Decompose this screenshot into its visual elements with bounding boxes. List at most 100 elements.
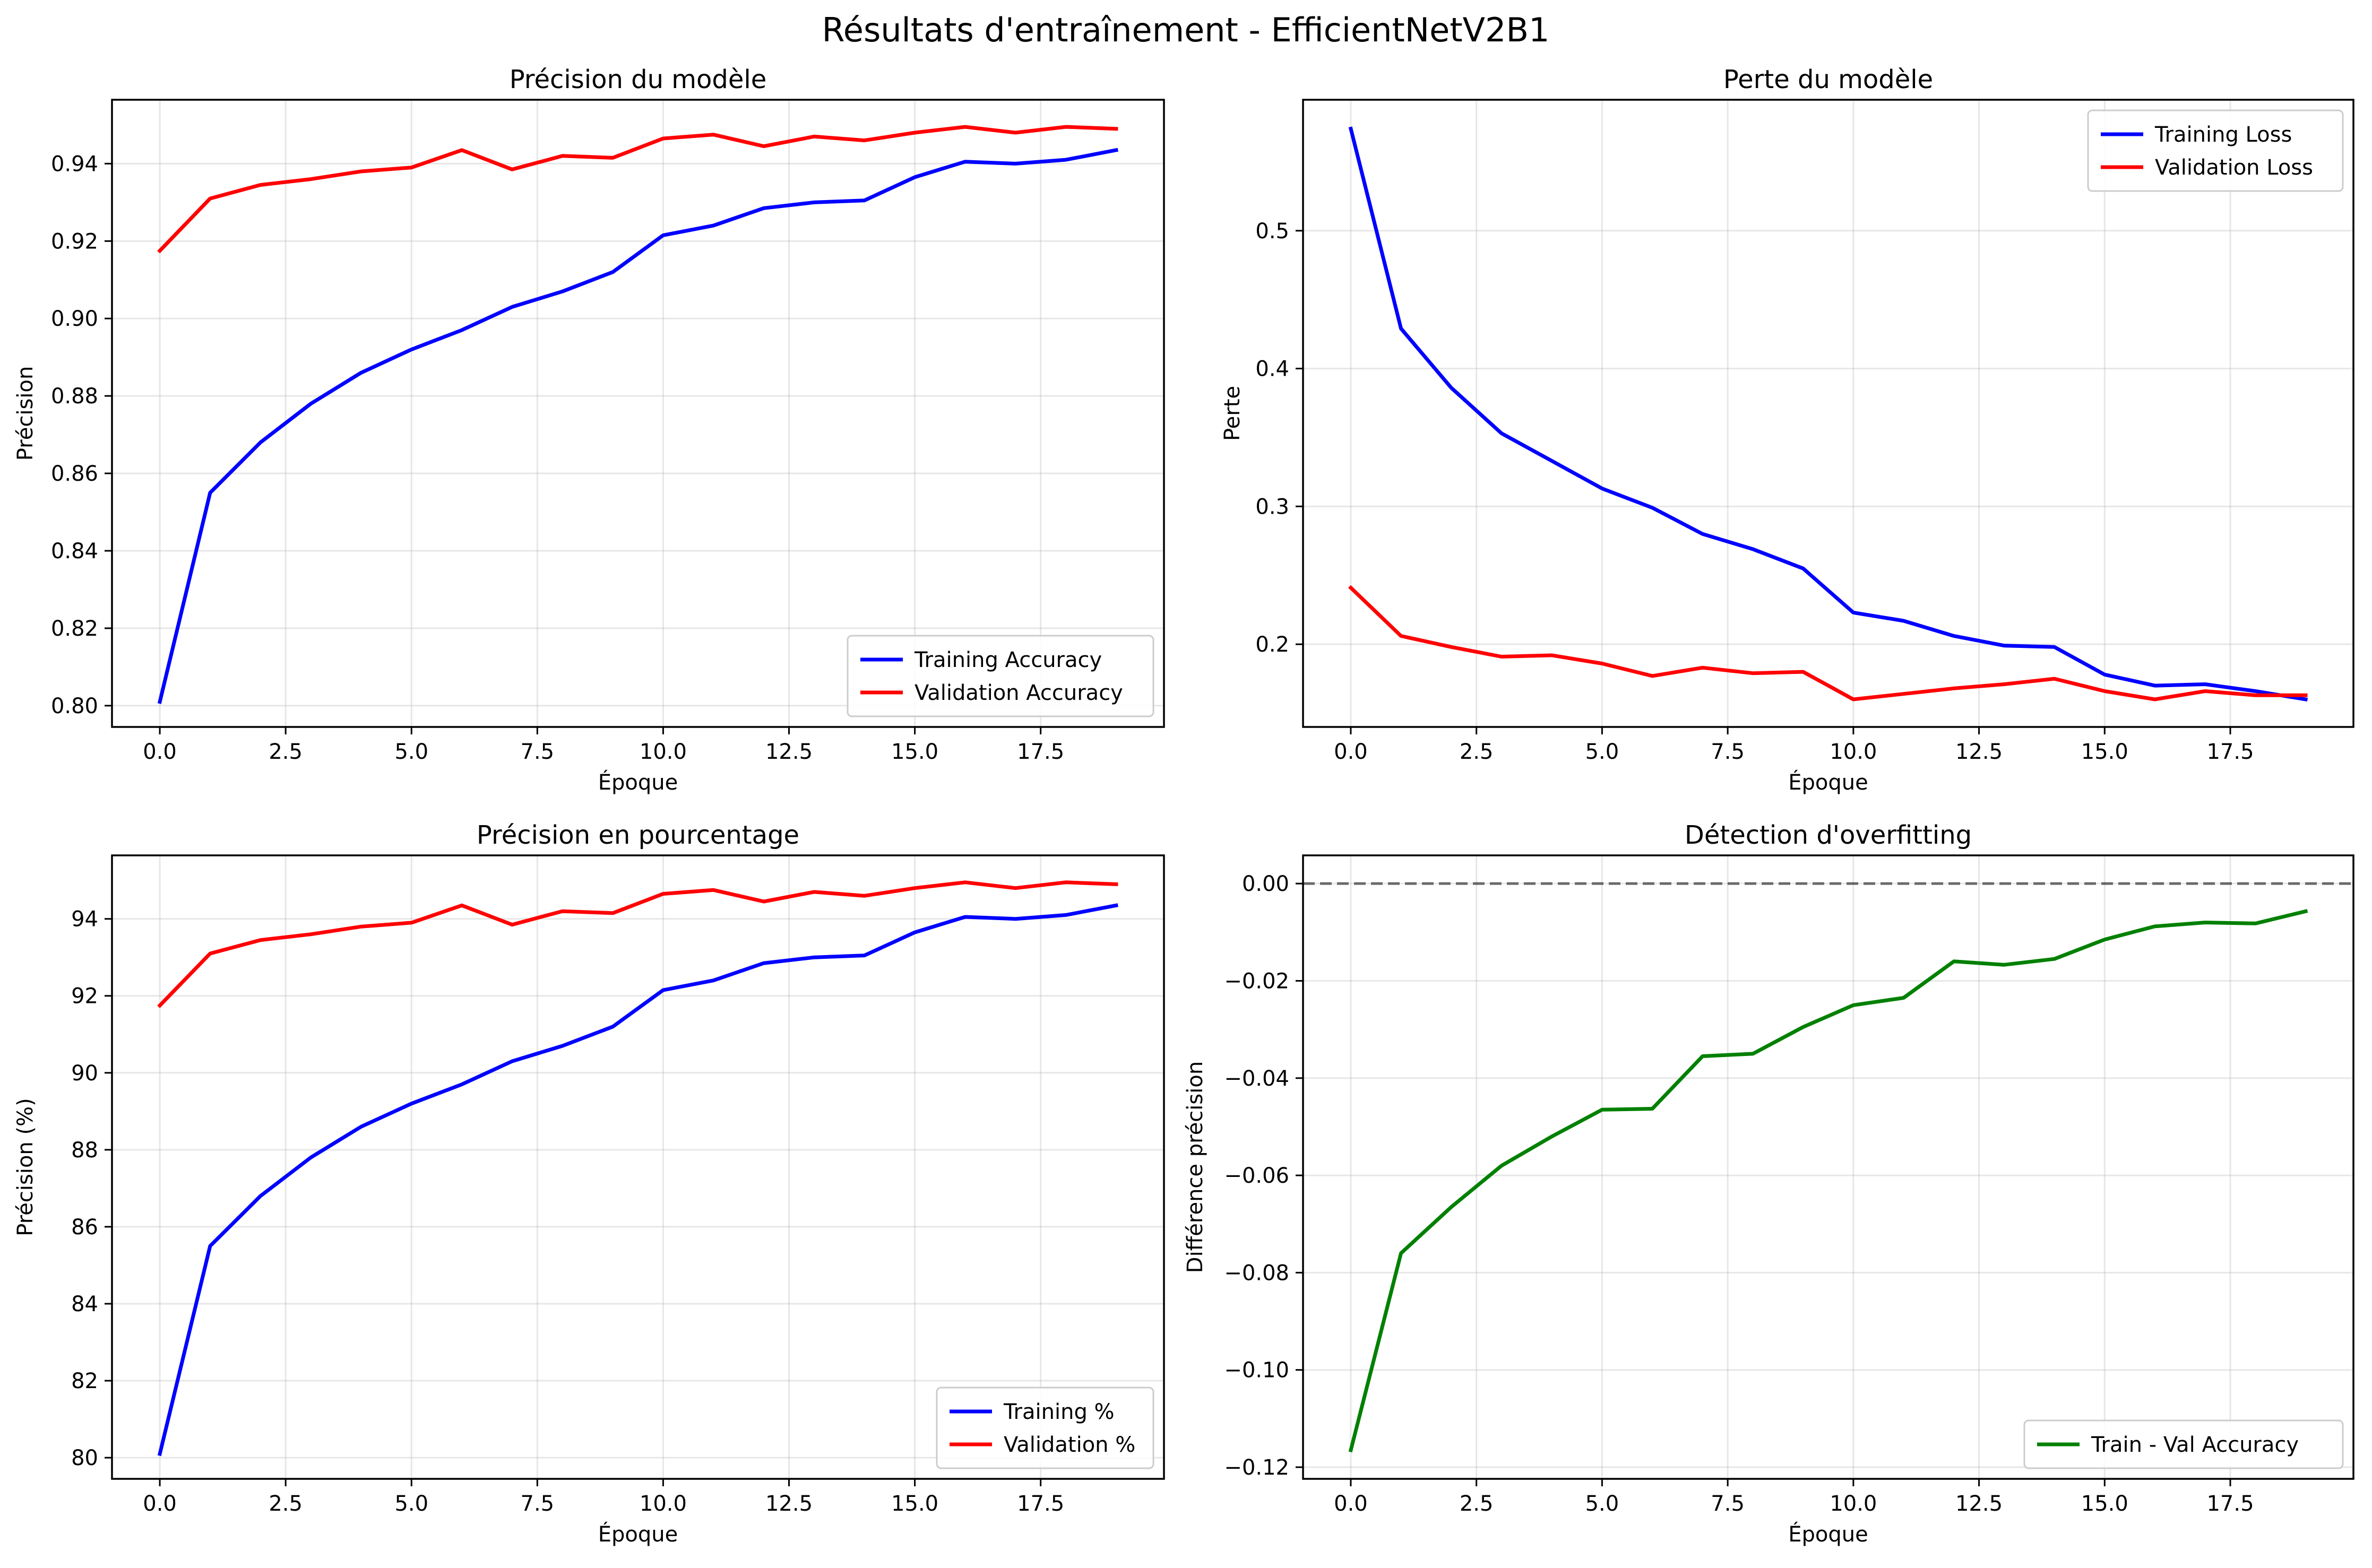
y-tick-label: 0.2: [1255, 633, 1289, 657]
legend: Train - Val Accuracy: [2023, 1419, 2344, 1469]
x-tick-label: 7.5: [1711, 1492, 1745, 1516]
y-tick-label: −0.06: [1224, 1164, 1289, 1188]
x-tick-label: 5.0: [394, 740, 428, 764]
y-tick-label: 0.92: [51, 229, 98, 254]
x-tick-label: 15.0: [2081, 1492, 2128, 1516]
legend: Training % Validation %: [936, 1387, 1154, 1469]
y-tick-label: 0.84: [51, 539, 98, 564]
plot-area: [1303, 855, 2353, 1479]
legend-label-1: Training Accuracy: [914, 648, 1102, 672]
x-tick-label: 2.5: [1460, 740, 1494, 764]
series-line-2: [157, 125, 1118, 254]
y-tick-label: 0.80: [51, 694, 98, 718]
x-axis-label: Époque: [598, 769, 678, 795]
x-tick-label: 0.0: [143, 1492, 177, 1516]
x-tick-label: 10.0: [1830, 740, 1877, 764]
y-tick-label: 82: [71, 1369, 98, 1393]
y-tick-label: 80: [71, 1446, 98, 1470]
y-tick-label: 0.90: [51, 307, 98, 331]
y-axis-label: Précision: [13, 366, 38, 461]
x-tick-label: 10.0: [1830, 1492, 1877, 1516]
x-tick-label: 2.5: [269, 740, 303, 764]
x-axis-label: Époque: [1788, 1521, 1868, 1547]
axes-frame: [1302, 99, 2354, 728]
x-tick-label: 5.0: [1585, 740, 1619, 764]
y-axis-label: Précision (%): [13, 1098, 38, 1236]
y-tick-label: 94: [71, 907, 98, 932]
subplot-title: Précision en pourcentage: [477, 820, 799, 850]
x-tick-label: 12.5: [765, 1492, 813, 1516]
x-tick-label: 10.0: [640, 740, 687, 764]
series-line-1: [157, 903, 1118, 1457]
axes-frame: [1302, 854, 2354, 1480]
y-tick-label: 0.00: [1242, 872, 1289, 896]
axes-frame: [111, 99, 1165, 728]
y-tick-label: 92: [71, 984, 98, 1009]
x-tick-label: 15.0: [2081, 740, 2128, 764]
y-axis-label: Perte: [1220, 386, 1245, 441]
legend-label-1: Train - Val Accuracy: [2091, 1433, 2299, 1457]
axes-frame: [111, 854, 1165, 1480]
y-tick-label: 0.94: [51, 152, 98, 176]
plot-area: [112, 855, 1164, 1479]
x-tick-label: 0.0: [143, 740, 177, 764]
subplot-accuracy: 0.0 2.5 5.0 7.5 10.0 12.5 15.0 17.5 0.80 0.82 0.84…: [13, 65, 1165, 795]
subplot-title: Précision du modèle: [510, 65, 767, 94]
legend-label-1: Training %: [1003, 1400, 1115, 1424]
y-tick-label: −0.08: [1224, 1261, 1289, 1285]
legend-label-2: Validation Loss: [2155, 155, 2313, 180]
legend-label-1: Training Loss: [2154, 123, 2292, 147]
y-tick-label: 86: [71, 1215, 98, 1240]
subplot-percent: 0.0 2.5 5.0 7.5 10.0 12.5 15.0 17.5 80 82 84 86 88 90…: [13, 820, 1165, 1547]
plot-area: [112, 100, 1164, 727]
x-axis-label: Époque: [598, 1521, 678, 1547]
series-line-2: [157, 880, 1118, 1008]
legend-box: [936, 1387, 1154, 1469]
y-tick-label: 0.86: [51, 462, 98, 486]
series-line-1: [1348, 909, 2308, 1453]
series-line-1: [157, 148, 1118, 704]
y-tick-label: 0.4: [1255, 357, 1289, 382]
x-tick-label: 15.0: [891, 1492, 938, 1516]
x-tick-label: 12.5: [765, 740, 813, 764]
y-tick-label: −0.12: [1224, 1456, 1289, 1480]
subplot-grid: 0.0 2.5 5.0 7.5 10.0 12.5 15.0 17.5 0.80 0.82 0.84…: [13, 65, 2354, 1547]
y-tick-label: 0.82: [51, 617, 98, 641]
y-tick-label: −0.04: [1224, 1067, 1289, 1091]
x-tick-label: 7.5: [521, 740, 555, 764]
y-axis-label: Différence précision: [1183, 1061, 1207, 1273]
x-tick-label: 0.0: [1334, 740, 1368, 764]
subplot-loss: 0.0 2.5 5.0 7.5 10.0 12.5 15.0 17.5 0.2 0.3 0.4 0.5…: [1220, 65, 2354, 795]
x-tick-label: 17.5: [1017, 1492, 1064, 1516]
subplot-title: Perte du modèle: [1723, 65, 1933, 94]
legend-box: [2023, 1419, 2344, 1469]
x-tick-label: 17.5: [2206, 1492, 2254, 1516]
x-tick-label: 2.5: [269, 1492, 303, 1516]
x-tick-label: 15.0: [891, 740, 938, 764]
x-tick-label: 12.5: [1955, 740, 2003, 764]
legend-box: [2087, 109, 2344, 192]
x-tick-label: 12.5: [1955, 1492, 2003, 1516]
plot-area: [1303, 100, 2353, 727]
y-tick-label: −0.02: [1224, 969, 1289, 993]
y-tick-label: 84: [71, 1292, 98, 1316]
y-tick-label: 88: [71, 1138, 98, 1163]
series-line-2: [1348, 585, 2308, 701]
subplot-overfit: 0.0 2.5 5.0 7.5 10.0 12.5 15.0 17.5 −0.12 −0.10 −0…: [1183, 820, 2354, 1547]
legend: Training Accuracy Validation Accuracy: [847, 635, 1154, 717]
legend-label-2: Validation Accuracy: [915, 681, 1123, 705]
figure-title: Résultats d'entraînement - EfficientNetV…: [822, 11, 1550, 49]
x-tick-label: 5.0: [394, 1492, 428, 1516]
x-tick-label: 7.5: [1711, 740, 1745, 764]
x-tick-label: 7.5: [521, 1492, 555, 1516]
y-tick-label: 0.5: [1255, 219, 1289, 244]
y-tick-label: 0.88: [51, 384, 98, 409]
x-tick-label: 17.5: [1017, 740, 1064, 764]
x-tick-label: 5.0: [1585, 1492, 1619, 1516]
x-tick-label: 2.5: [1460, 1492, 1494, 1516]
y-tick-label: 0.3: [1255, 495, 1289, 519]
y-tick-label: 90: [71, 1061, 98, 1086]
subplot-title: Détection d'overfitting: [1685, 820, 1972, 850]
series-line-1: [1348, 126, 2308, 702]
